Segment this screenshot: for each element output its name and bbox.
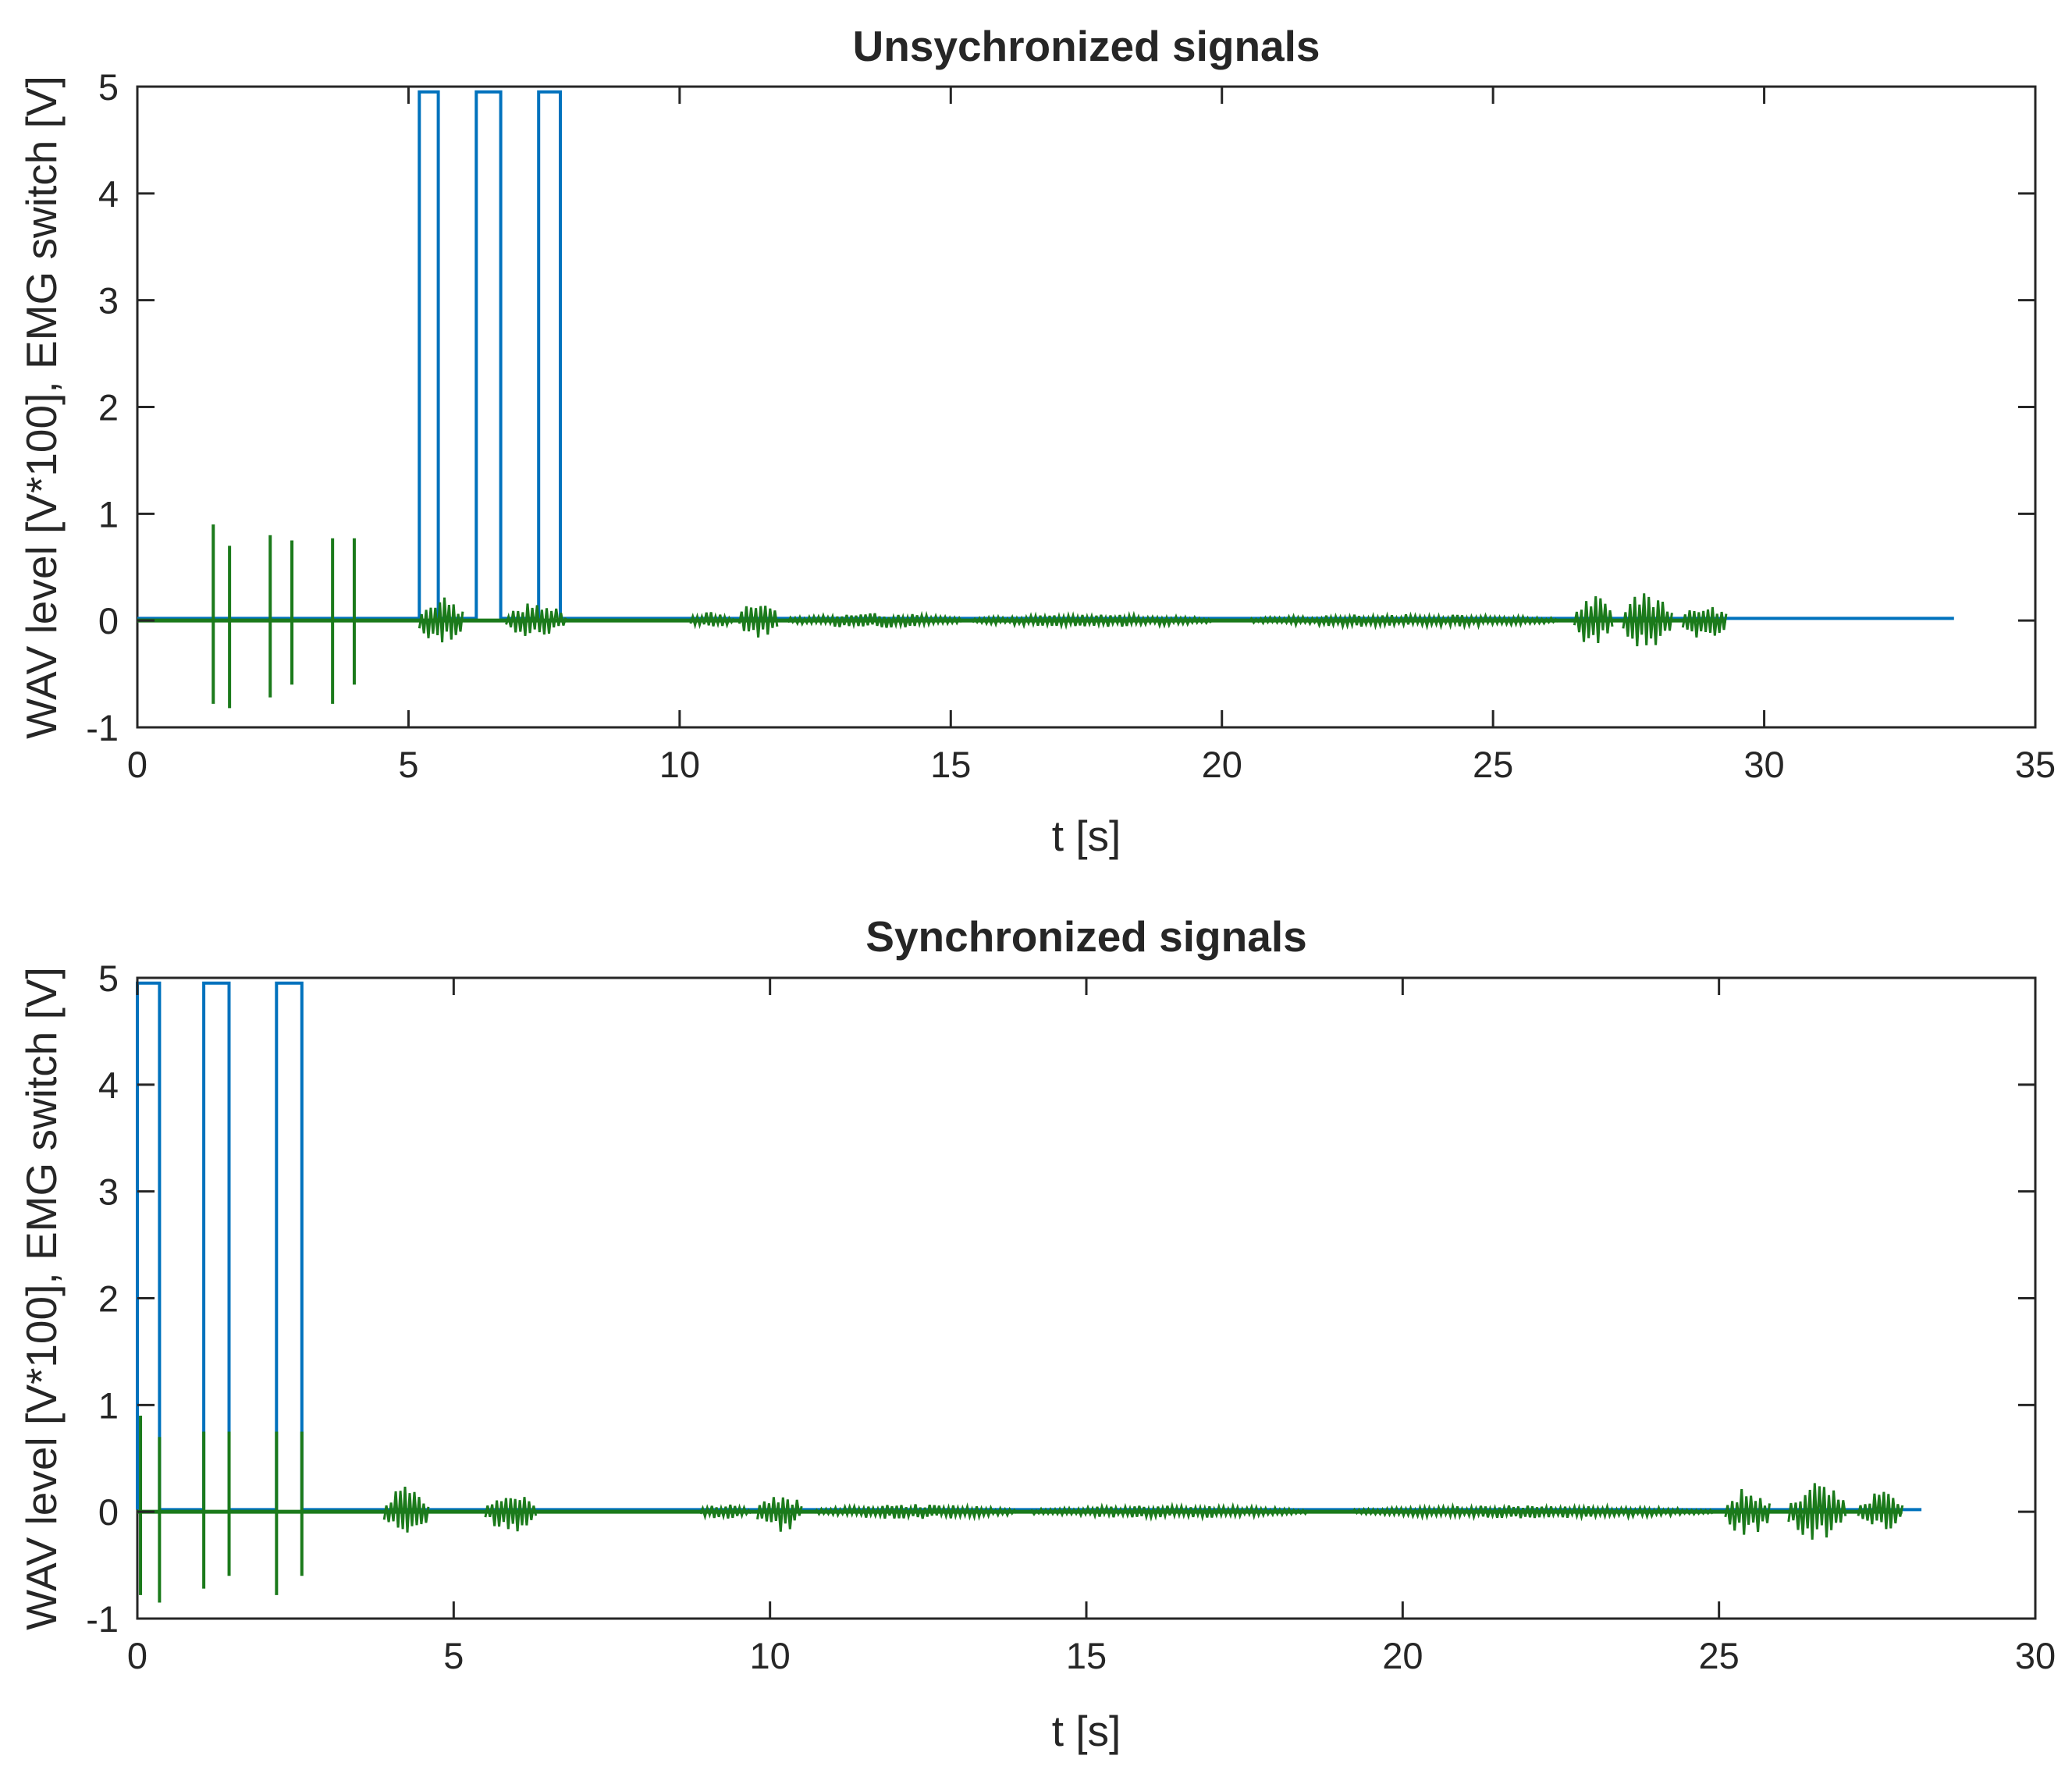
- y-tick-label: 0: [98, 1491, 119, 1533]
- wav-burst: [382, 1487, 430, 1533]
- x-tick-label: 25: [1699, 1635, 1740, 1676]
- x-tick-label: 0: [127, 1635, 147, 1676]
- y-tick-label: -1: [86, 1598, 119, 1640]
- y-tick-label: 3: [98, 1171, 119, 1213]
- y-tick-label: 3: [98, 280, 119, 322]
- chart-unsynchronized: Unsychronized signals 0 5 10 15 20 25 30 35-101…: [17, 22, 2056, 860]
- wav-burst: [1622, 593, 1673, 647]
- y-tick-label: 1: [98, 493, 119, 535]
- x-axis-label: t [s]: [1052, 812, 1121, 860]
- wav-burst: [1351, 1502, 1714, 1522]
- x-tick-label: 20: [1382, 1635, 1423, 1676]
- series-layer: [137, 90, 1954, 709]
- series-layer: [136, 981, 1922, 1603]
- wav-burst: [1248, 611, 1559, 631]
- x-tick-label: 35: [2015, 744, 2056, 785]
- x-tick-label: 0: [127, 744, 147, 785]
- wav-burst: [787, 610, 963, 631]
- wav-burst: [1724, 1488, 1771, 1535]
- wav-burst: [1681, 606, 1728, 638]
- wav-burst: [505, 603, 567, 636]
- wav-burst: [813, 1502, 1018, 1522]
- x-tick-label: 10: [750, 1635, 791, 1676]
- wav-burst: [418, 597, 464, 643]
- wav-burst: [1028, 1502, 1309, 1522]
- x-tick-label: 30: [2015, 1635, 2056, 1676]
- y-tick-label: 5: [98, 958, 119, 999]
- x-axis-label: t [s]: [1052, 1707, 1121, 1755]
- wav-burst: [1857, 1491, 1904, 1530]
- y-tick-label: 0: [98, 600, 119, 641]
- y-tick-label: 2: [98, 387, 119, 428]
- x-tick-label: 15: [930, 744, 971, 785]
- y-tick-label: 4: [98, 1064, 119, 1106]
- chart-title: Unsychronized signals: [852, 22, 1320, 70]
- x-tick-label: 30: [1743, 744, 1784, 785]
- wav-burst: [1573, 596, 1614, 643]
- x-tick-label: 5: [398, 744, 418, 785]
- chart-synchronized: Synchronized signals 0 5 10 15 20 25 30-101234…: [17, 912, 2056, 1755]
- plot-area-frame: [136, 85, 2037, 729]
- y-tick-label: 4: [98, 173, 119, 215]
- y-axis-label: WAV level [V*100], EMG switch [V]: [17, 967, 66, 1630]
- y-tick-label: 5: [98, 66, 119, 108]
- x-tick-label: 5: [443, 1635, 464, 1676]
- series-emg-switch: [136, 981, 1922, 1512]
- x-tick-label: 25: [1473, 744, 1513, 785]
- y-tick-label: 2: [98, 1278, 119, 1320]
- wav-burst: [689, 612, 735, 630]
- wav-burst: [699, 1503, 752, 1521]
- wav-burst: [1787, 1483, 1847, 1540]
- x-tick-label: 20: [1202, 744, 1242, 785]
- y-axis-label: WAV level [V*100], EMG switch [V]: [17, 76, 66, 739]
- wav-burst: [737, 606, 779, 638]
- chart-title: Synchronized signals: [865, 912, 1306, 961]
- wav-burst: [971, 610, 1213, 631]
- series-emg-switch: [137, 90, 1954, 620]
- wav-burst: [756, 1497, 803, 1532]
- wav-burst: [484, 1497, 538, 1532]
- y-tick-label: -1: [86, 707, 119, 748]
- x-tick-label: 15: [1066, 1635, 1107, 1676]
- x-tick-label: 10: [659, 744, 700, 785]
- y-tick-label: 1: [98, 1384, 119, 1426]
